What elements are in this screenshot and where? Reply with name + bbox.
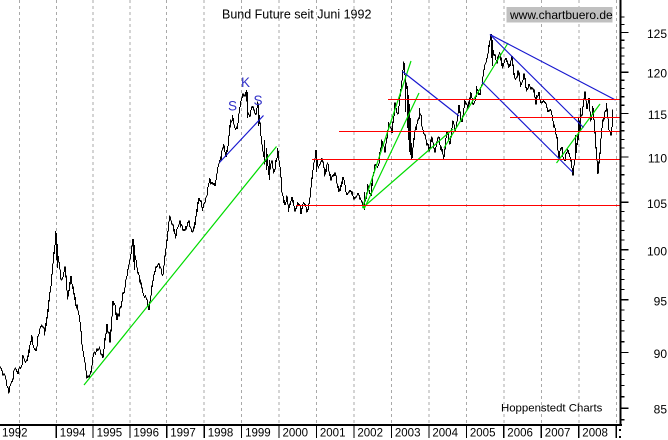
svg-text:S: S: [253, 93, 262, 108]
svg-text:115: 115: [648, 108, 667, 122]
svg-text:2000: 2000: [283, 428, 309, 440]
svg-text:1997: 1997: [170, 428, 196, 440]
svg-text:1999: 1999: [245, 428, 271, 440]
svg-text:2005: 2005: [470, 428, 496, 440]
svg-text:1996: 1996: [133, 428, 159, 440]
svg-text:125: 125: [647, 27, 667, 41]
svg-text:2006: 2006: [507, 428, 533, 440]
svg-text:85: 85: [654, 403, 668, 417]
svg-text:1998: 1998: [208, 428, 234, 440]
svg-text:Bund Future seit Juni 1992: Bund Future seit Juni 1992: [222, 8, 371, 22]
svg-text:90: 90: [654, 347, 668, 361]
svg-text:2001: 2001: [320, 428, 346, 440]
svg-text:120: 120: [647, 67, 667, 81]
svg-text:1994: 1994: [60, 428, 86, 440]
svg-text:www.chartbuero.de: www.chartbuero.de: [509, 8, 613, 22]
svg-text:2003: 2003: [395, 428, 421, 440]
svg-text:2004: 2004: [432, 428, 458, 440]
svg-text:2002: 2002: [357, 428, 383, 440]
svg-text:S: S: [228, 99, 237, 114]
svg-text:105: 105: [647, 197, 667, 211]
svg-text:Hoppenstedt Charts: Hoppenstedt Charts: [501, 403, 603, 415]
svg-text:2008: 2008: [582, 428, 608, 440]
svg-text:110: 110: [648, 152, 667, 166]
svg-text:95: 95: [654, 294, 668, 308]
svg-text:100: 100: [647, 244, 667, 258]
svg-text:2007: 2007: [545, 428, 571, 440]
svg-text:1992: 1992: [2, 428, 28, 440]
svg-text:K: K: [241, 75, 250, 90]
svg-text:1995: 1995: [97, 428, 123, 440]
